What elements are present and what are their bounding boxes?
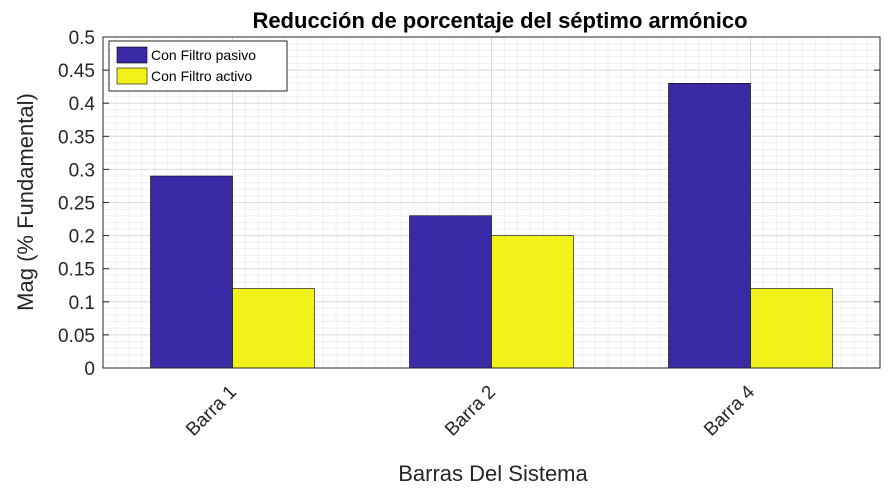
legend-swatch (116, 67, 148, 85)
y-tick-label: 0.05 (58, 326, 95, 347)
bar (150, 175, 233, 369)
bar (750, 288, 833, 369)
bar (232, 288, 315, 369)
bar (668, 83, 751, 369)
y-tick-label: 0.2 (69, 227, 95, 248)
y-tick-label: 0.15 (58, 260, 95, 281)
legend-entry: Con Filtro pasivo (151, 47, 256, 63)
plot-area: 00.050.10.150.20.250.30.350.40.450.5Barr… (58, 28, 881, 441)
bar (491, 235, 574, 369)
legend-swatch (116, 46, 148, 64)
y-tick-label: 0.25 (58, 194, 95, 215)
x-axis-label: Barras Del Sistema (398, 461, 588, 486)
y-tick-label: 0.1 (69, 293, 95, 314)
legend: Con Filtro pasivo Con Filtro activo (108, 40, 288, 92)
axes-box (102, 36, 881, 369)
y-tick-label: 0.3 (69, 160, 95, 181)
y-axis-label: Mag (% Fundamental) (13, 93, 38, 311)
y-tick-label: 0.35 (58, 127, 95, 148)
chart-title: Reducción de porcentaje del séptimo armó… (252, 8, 747, 33)
bar (409, 215, 492, 369)
y-tick-label: 0.5 (69, 28, 95, 49)
y-tick-label: 0.45 (58, 61, 95, 82)
y-tick-label: 0 (84, 359, 95, 380)
legend-entry: Con Filtro activo (151, 68, 252, 84)
y-tick-label: 0.4 (69, 94, 96, 115)
